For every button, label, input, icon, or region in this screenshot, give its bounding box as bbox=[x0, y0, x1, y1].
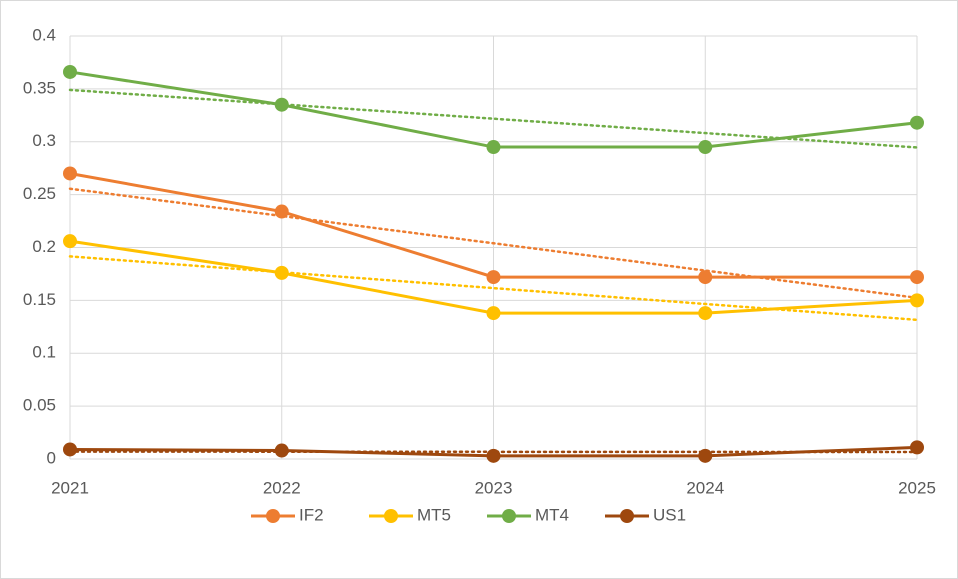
y-tick-label: 0.35 bbox=[23, 78, 56, 97]
data-point bbox=[63, 442, 77, 457]
data-point bbox=[910, 440, 924, 455]
data-point bbox=[486, 140, 501, 155]
legend-label: US1 bbox=[653, 505, 686, 524]
y-tick-label: 0.2 bbox=[32, 237, 56, 256]
legend-marker bbox=[384, 509, 398, 523]
data-point bbox=[274, 204, 289, 219]
y-tick-label: 0.1 bbox=[32, 343, 56, 362]
data-point bbox=[910, 270, 924, 285]
legend-label: MT4 bbox=[535, 505, 569, 524]
x-tick-label: 2023 bbox=[475, 478, 513, 497]
y-tick-label: 0.4 bbox=[32, 25, 56, 44]
x-tick-label: 2024 bbox=[686, 478, 724, 497]
data-point bbox=[698, 270, 713, 285]
data-point bbox=[910, 293, 924, 308]
data-point bbox=[63, 64, 77, 79]
y-tick-label: 0.15 bbox=[23, 290, 56, 309]
y-tick-label: 0 bbox=[47, 448, 56, 467]
data-point bbox=[274, 265, 289, 280]
y-tick-label: 0.25 bbox=[23, 184, 56, 203]
data-point bbox=[274, 97, 289, 112]
y-tick-label: 0.05 bbox=[23, 396, 56, 415]
legend-marker bbox=[502, 509, 516, 523]
data-point bbox=[63, 166, 77, 181]
trendline bbox=[68, 187, 919, 300]
data-point bbox=[486, 270, 501, 285]
data-point bbox=[63, 234, 77, 249]
data-point bbox=[698, 140, 713, 155]
x-tick-label: 2022 bbox=[263, 478, 301, 497]
legend-marker bbox=[620, 509, 634, 523]
data-point bbox=[698, 448, 713, 463]
legend-label: MT5 bbox=[417, 505, 451, 524]
legend-label: IF2 bbox=[299, 505, 324, 524]
legend-marker bbox=[266, 509, 280, 523]
y-tick-label: 0.3 bbox=[32, 131, 56, 150]
data-point bbox=[910, 115, 924, 130]
x-tick-label: 2021 bbox=[51, 478, 89, 497]
data-point bbox=[486, 306, 501, 321]
x-tick-label: 2025 bbox=[898, 478, 936, 497]
data-point bbox=[274, 443, 289, 458]
data-point bbox=[698, 306, 713, 321]
data-point bbox=[486, 448, 501, 463]
